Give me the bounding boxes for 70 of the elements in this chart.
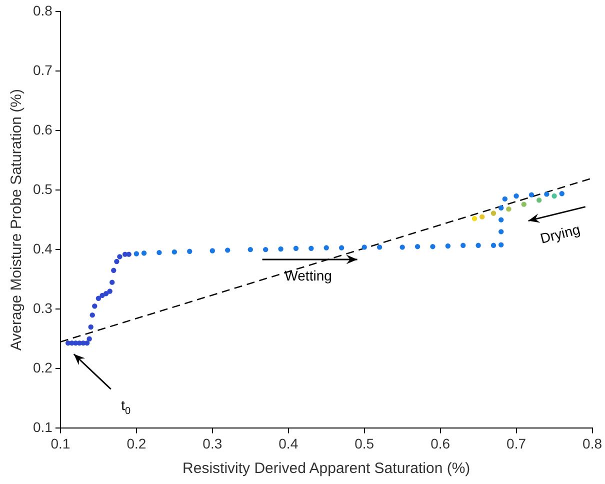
x-tick-label: 0.2 <box>126 435 146 452</box>
point <box>480 214 485 220</box>
point <box>141 250 147 256</box>
point <box>172 249 178 255</box>
x-tick-label: 0.7 <box>506 435 526 452</box>
point <box>559 191 564 196</box>
point <box>472 216 478 222</box>
point <box>498 217 504 222</box>
point <box>248 246 253 252</box>
annotation: Wetting <box>284 267 332 284</box>
point <box>210 248 216 254</box>
point <box>490 242 496 248</box>
x-tick-label: 0.1 <box>50 435 70 452</box>
point <box>111 268 116 274</box>
point <box>110 280 115 285</box>
point <box>324 245 329 250</box>
y-tick-label: 0.1 <box>32 419 53 436</box>
x-tick-label: 0.6 <box>430 435 450 452</box>
point <box>117 254 122 260</box>
y-axis-title: Average Moisture Probe Saturation (%) <box>8 89 26 351</box>
point <box>476 242 481 248</box>
point <box>490 210 496 216</box>
point <box>262 246 268 252</box>
point <box>103 291 109 296</box>
point <box>502 196 508 202</box>
x-tick-label: 0.5 <box>354 435 374 452</box>
point <box>445 243 451 249</box>
point <box>521 202 526 207</box>
y-tick-label: 0.4 <box>32 240 53 256</box>
point <box>498 229 504 234</box>
y-tick-label: 0.2 <box>32 360 53 376</box>
point <box>552 193 557 199</box>
point <box>528 192 534 198</box>
point <box>107 288 112 294</box>
point <box>96 296 102 301</box>
x-axis-title: Resistivity Derived Apparent Saturation (%) <box>182 460 470 478</box>
point <box>414 244 420 250</box>
point <box>498 205 504 210</box>
point <box>400 244 405 250</box>
point <box>460 242 466 248</box>
point <box>134 251 140 256</box>
point <box>362 244 367 250</box>
y-tick-label: 0.7 <box>32 62 53 78</box>
point <box>506 206 512 212</box>
point <box>114 258 120 264</box>
point <box>90 312 95 318</box>
point <box>278 246 284 252</box>
point <box>498 242 504 248</box>
point <box>88 324 94 330</box>
annotation: Drying <box>538 220 582 246</box>
y-tick-label: 0.5 <box>32 180 53 197</box>
y-tick-label: 0.3 <box>32 300 53 316</box>
point <box>514 193 519 199</box>
x-tick-label: 0.3 <box>202 435 222 452</box>
x-tick-label: 0.8 <box>582 435 602 452</box>
point <box>544 192 550 197</box>
point <box>156 250 162 256</box>
point <box>293 246 299 251</box>
point <box>86 336 92 342</box>
y-tick-label: 0.8 <box>32 2 53 18</box>
point <box>92 304 98 309</box>
point <box>225 248 230 253</box>
point <box>187 248 192 254</box>
y-tick-label: 0.6 <box>32 121 53 138</box>
point <box>338 245 344 250</box>
point <box>536 198 542 203</box>
point <box>308 246 314 251</box>
point <box>430 244 436 250</box>
x-tick-label: 0.4 <box>278 435 298 452</box>
point <box>376 244 382 250</box>
